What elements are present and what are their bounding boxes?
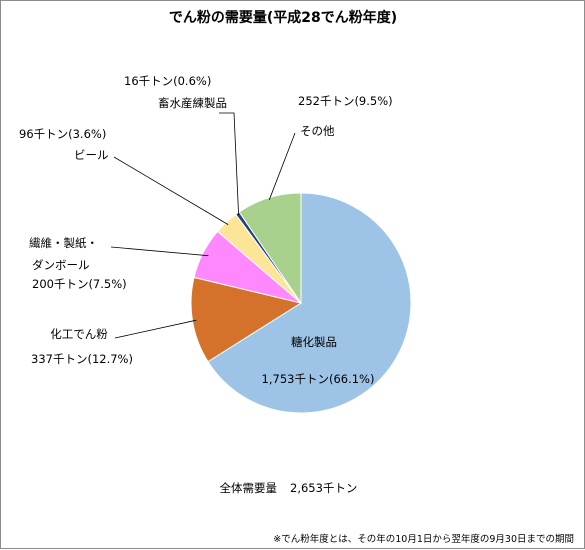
- total-demand-value: 2,653千トン: [290, 481, 357, 495]
- slice-value-2: 200千トン(7.5%): [32, 277, 127, 291]
- total-demand-label: 全体需要量: [220, 481, 278, 495]
- slice-label-1: 化工でん粉: [50, 327, 108, 341]
- slice-label-0: 糖化製品: [291, 335, 337, 349]
- leader-line-5: [268, 132, 296, 200]
- leader-lines: [110, 112, 296, 339]
- slice-value-1: 337千トン(12.7%): [31, 352, 133, 366]
- leader-line-1: [114, 319, 197, 339]
- pie-slice-5: [238, 192, 302, 305]
- slice-value-0: 1,753千トン(66.1%): [262, 372, 375, 386]
- pie-slices: [190, 192, 412, 414]
- leader-line-4: [219, 112, 239, 215]
- slice-label-3: ビール: [74, 148, 109, 162]
- slice-value-3: 96千トン(3.6%): [19, 127, 106, 141]
- slice-value-4: 16千トン(0.6%): [124, 74, 211, 88]
- footnote: ※でん粉年度とは、その年の10月1日から翌年度の9月30日までの期間: [273, 533, 574, 545]
- leader-line-2: [110, 246, 209, 257]
- slice-label-4: 畜水産練製品: [158, 96, 227, 110]
- slice-label-5: その他: [300, 124, 335, 138]
- slice-label-2b: ダンボール: [32, 258, 90, 272]
- leader-line-3: [113, 156, 229, 225]
- chart-title: でん粉の需要量(平成28でん粉年度): [169, 9, 397, 26]
- slice-value-5: 252千トン(9.5%): [298, 94, 393, 108]
- slice-labels: 糖化製品 1,753千トン(66.1%) 化工でん粉 337千トン(12.7%) 繊維・…: [19, 74, 393, 386]
- pie-slice-0: [207, 192, 412, 414]
- slice-label-2a: 繊維・製紙・: [29, 236, 98, 250]
